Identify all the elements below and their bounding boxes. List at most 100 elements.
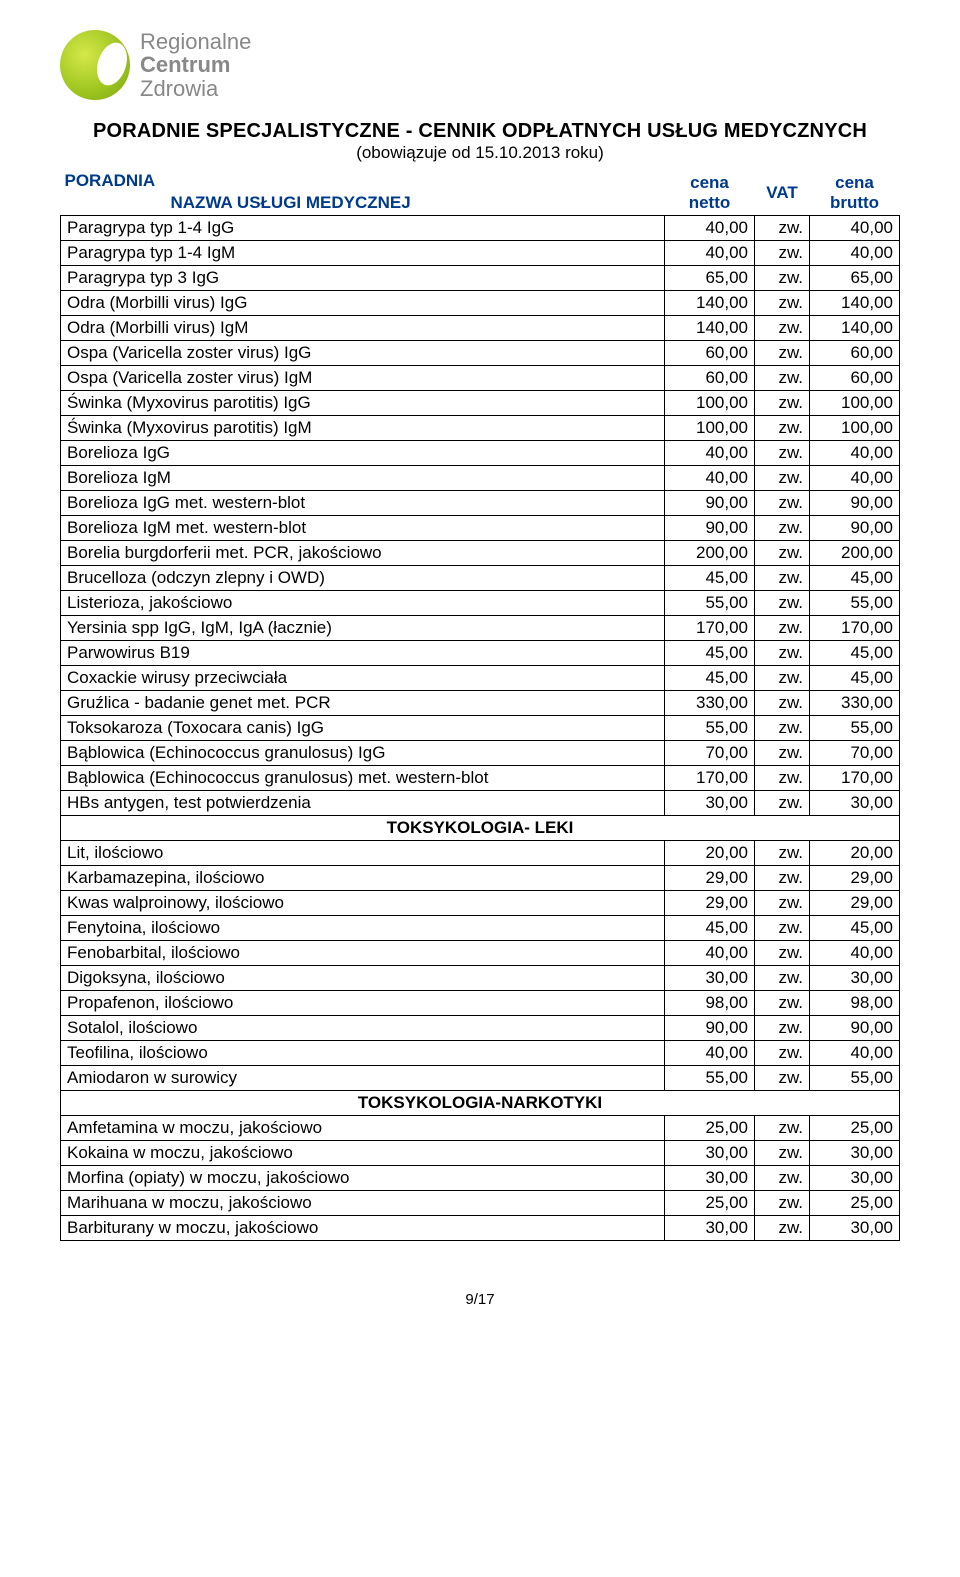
service-name: Toksokaroza (Toxocara canis) IgG — [61, 716, 665, 741]
table-row: Lit, ilościowo20,00zw.20,00 — [61, 841, 900, 866]
price-net: 60,00 — [665, 341, 755, 366]
price-net: 55,00 — [665, 591, 755, 616]
table-row: Brucelloza (odczyn zlepny i OWD)45,00zw.… — [61, 566, 900, 591]
vat: zw. — [755, 716, 810, 741]
section-header: TOKSYKOLOGIA-NARKOTYKI — [61, 1091, 900, 1116]
vat: zw. — [755, 1066, 810, 1091]
price-gross: 90,00 — [810, 491, 900, 516]
table-row: Yersinia spp IgG, IgM, IgA (łacznie)170,… — [61, 616, 900, 641]
vat: zw. — [755, 591, 810, 616]
price-net: 140,00 — [665, 316, 755, 341]
page-title: PORADNIE SPECJALISTYCZNE - CENNIK ODPŁAT… — [60, 120, 900, 143]
service-name: Kwas walproinowy, ilościowo — [61, 891, 665, 916]
price-net: 170,00 — [665, 616, 755, 641]
vat: zw. — [755, 891, 810, 916]
logo-icon — [60, 30, 130, 100]
price-net: 90,00 — [665, 491, 755, 516]
vat: zw. — [755, 491, 810, 516]
table-row: Ospa (Varicella zoster virus) IgG60,00zw… — [61, 341, 900, 366]
price-net: 30,00 — [665, 1216, 755, 1241]
section-header: TOKSYKOLOGIA- LEKI — [61, 816, 900, 841]
service-name: HBs antygen, test potwierdzenia — [61, 791, 665, 816]
vat: zw. — [755, 516, 810, 541]
price-gross: 140,00 — [810, 316, 900, 341]
price-net: 25,00 — [665, 1116, 755, 1141]
vat: zw. — [755, 1166, 810, 1191]
vat: zw. — [755, 366, 810, 391]
table-row: Borelioza IgM40,00zw.40,00 — [61, 466, 900, 491]
vat: zw. — [755, 991, 810, 1016]
logo-line3: Zdrowia — [140, 77, 251, 100]
price-gross: 170,00 — [810, 766, 900, 791]
price-gross: 29,00 — [810, 891, 900, 916]
vat: zw. — [755, 741, 810, 766]
table-row: Ospa (Varicella zoster virus) IgM60,00zw… — [61, 366, 900, 391]
price-net: 29,00 — [665, 891, 755, 916]
table-row: Borelioza IgG40,00zw.40,00 — [61, 441, 900, 466]
service-name: Paragrypa typ 1-4 IgM — [61, 241, 665, 266]
price-net: 40,00 — [665, 241, 755, 266]
service-name: Borelioza IgG — [61, 441, 665, 466]
price-net: 20,00 — [665, 841, 755, 866]
price-gross: 170,00 — [810, 616, 900, 641]
table-row: Paragrypa typ 3 IgG65,00zw.65,00 — [61, 266, 900, 291]
service-name: Odra (Morbilli virus) IgG — [61, 291, 665, 316]
price-net: 100,00 — [665, 416, 755, 441]
table-row: Parwowirus B1945,00zw.45,00 — [61, 641, 900, 666]
table-row: Listerioza, jakościowo55,00zw.55,00 — [61, 591, 900, 616]
service-name: Amfetamina w moczu, jakościowo — [61, 1116, 665, 1141]
vat: zw. — [755, 466, 810, 491]
price-net: 170,00 — [665, 766, 755, 791]
price-gross: 40,00 — [810, 466, 900, 491]
price-net: 45,00 — [665, 641, 755, 666]
vat: zw. — [755, 341, 810, 366]
service-name: Kokaina w moczu, jakościowo — [61, 1141, 665, 1166]
table-row: Coxackie wirusy przeciwciała45,00zw.45,0… — [61, 666, 900, 691]
price-net: 45,00 — [665, 566, 755, 591]
vat: zw. — [755, 1116, 810, 1141]
vat: zw. — [755, 416, 810, 441]
price-gross: 90,00 — [810, 1016, 900, 1041]
price-gross: 55,00 — [810, 1066, 900, 1091]
header-brutto: cena brutto — [810, 171, 900, 216]
vat: zw. — [755, 766, 810, 791]
logo-line2: Centrum — [140, 53, 251, 76]
price-gross: 25,00 — [810, 1116, 900, 1141]
table-row: Paragrypa typ 1-4 IgM40,00zw.40,00 — [61, 241, 900, 266]
price-gross: 40,00 — [810, 1041, 900, 1066]
price-net: 90,00 — [665, 1016, 755, 1041]
vat: zw. — [755, 566, 810, 591]
vat: zw. — [755, 241, 810, 266]
table-row: Digoksyna, ilościowo30,00zw.30,00 — [61, 966, 900, 991]
vat: zw. — [755, 791, 810, 816]
price-net: 30,00 — [665, 791, 755, 816]
price-net: 55,00 — [665, 716, 755, 741]
price-gross: 70,00 — [810, 741, 900, 766]
service-name: Świnka (Myxovirus parotitis) IgM — [61, 416, 665, 441]
table-row: HBs antygen, test potwierdzenia30,00zw.3… — [61, 791, 900, 816]
price-gross: 30,00 — [810, 791, 900, 816]
header-name: NAZWA USŁUGI MEDYCZNEJ — [171, 193, 411, 213]
price-gross: 30,00 — [810, 1141, 900, 1166]
service-name: Digoksyna, ilościowo — [61, 966, 665, 991]
table-row: Fenobarbital, ilościowo40,00zw.40,00 — [61, 941, 900, 966]
price-gross: 40,00 — [810, 441, 900, 466]
price-gross: 55,00 — [810, 716, 900, 741]
price-net: 40,00 — [665, 1041, 755, 1066]
header-vat: VAT — [755, 171, 810, 216]
service-name: Karbamazepina, ilościowo — [61, 866, 665, 891]
table-row: Borelioza IgM met. western-blot90,00zw.9… — [61, 516, 900, 541]
price-net: 25,00 — [665, 1191, 755, 1216]
table-row: Karbamazepina, ilościowo29,00zw.29,00 — [61, 866, 900, 891]
service-name: Borelioza IgG met. western-blot — [61, 491, 665, 516]
price-net: 200,00 — [665, 541, 755, 566]
price-net: 98,00 — [665, 991, 755, 1016]
table-row: Sotalol, ilościowo90,00zw.90,00 — [61, 1016, 900, 1041]
table-row: Borelia burgdorferii met. PCR, jakościow… — [61, 541, 900, 566]
service-name: Borelia burgdorferii met. PCR, jakościow… — [61, 541, 665, 566]
table-row: Kwas walproinowy, ilościowo29,00zw.29,00 — [61, 891, 900, 916]
vat: zw. — [755, 316, 810, 341]
table-row: TOKSYKOLOGIA- LEKI — [61, 816, 900, 841]
service-name: Fenytoina, ilościowo — [61, 916, 665, 941]
vat: zw. — [755, 291, 810, 316]
